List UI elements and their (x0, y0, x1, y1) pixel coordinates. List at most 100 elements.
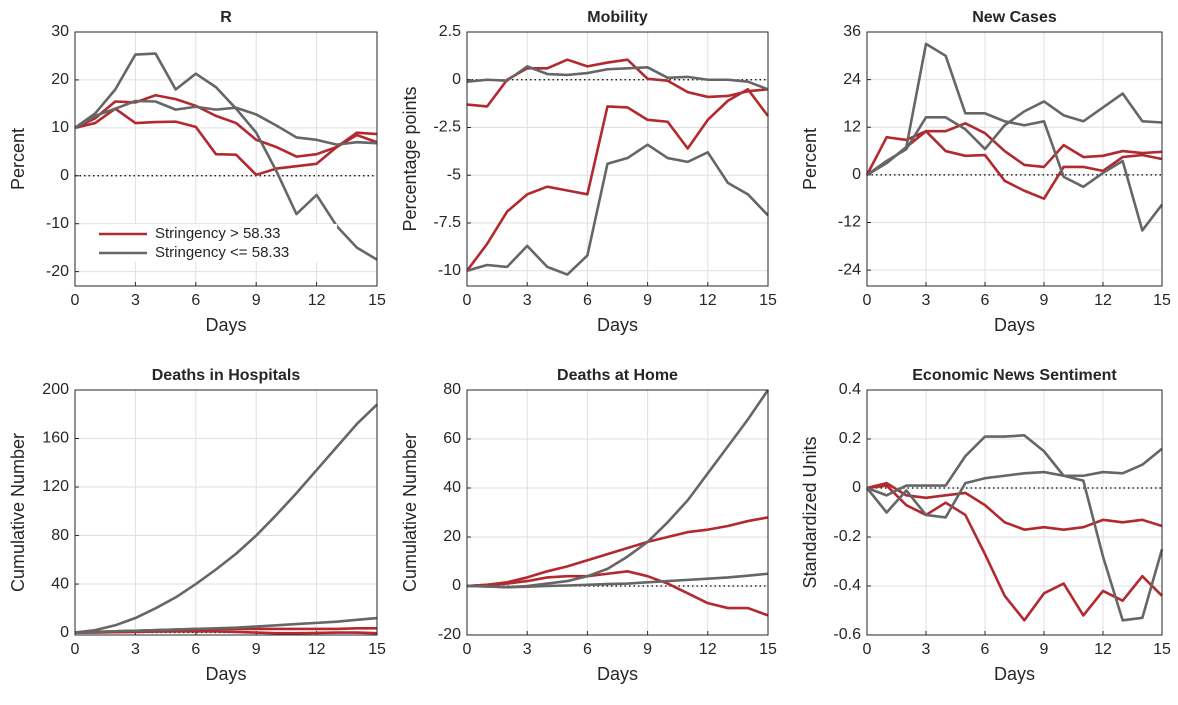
series-line (465, 87, 770, 272)
chart-title: R (220, 9, 232, 26)
x-tick-label: 15 (368, 641, 386, 658)
x-tick-label: 6 (583, 641, 592, 658)
y-tick-label: -0.4 (833, 577, 861, 594)
legend-box (95, 224, 337, 262)
series-line (466, 516, 769, 588)
series-line (866, 92, 1163, 176)
series-line (74, 93, 378, 158)
x-tick-label: 9 (643, 641, 652, 658)
series-line (466, 572, 769, 589)
x-tick-label: 12 (308, 292, 326, 309)
y-tick-label: -0.2 (833, 528, 861, 545)
axes-box (866, 389, 1163, 636)
x-tick-label: 3 (922, 641, 931, 658)
y-tick-label: 10 (51, 119, 69, 136)
y-tick-label: -5 (447, 166, 461, 183)
x-tick-label: 3 (131, 292, 140, 309)
y-tick-label: 40 (443, 479, 461, 496)
x-tick-label: 12 (699, 292, 717, 309)
y-tick-label: 0.2 (839, 430, 861, 447)
y-tick-label: -10 (438, 262, 461, 279)
chart-title: Economic News Sentiment (912, 367, 1117, 384)
y-tick-label: -24 (838, 261, 861, 278)
y-tick-label: 2.5 (439, 23, 461, 40)
y-tick-label: -20 (46, 263, 69, 280)
chart-title: Deaths at Home (557, 367, 678, 384)
y-tick-label: 12 (843, 118, 861, 135)
x-tick-label: 12 (308, 641, 326, 658)
axes-box (466, 31, 769, 287)
y-tick-label: 60 (443, 430, 461, 447)
y-axis-label: Standardized Units (800, 436, 820, 588)
y-tick-label: -2.5 (433, 119, 461, 136)
y-axis-label: Percent (8, 128, 28, 190)
y-tick-label: -20 (438, 626, 461, 643)
x-tick-label: 3 (523, 641, 532, 658)
axes-box (466, 389, 769, 636)
series-line (74, 403, 378, 634)
y-tick-label: 0.4 (839, 381, 861, 398)
x-tick-label: 9 (1040, 292, 1049, 309)
x-tick-label: 0 (71, 641, 80, 658)
plot-area (75, 390, 377, 635)
y-tick-label: 80 (51, 527, 69, 544)
x-axis-label: Days (205, 664, 246, 684)
x-tick-label: 3 (922, 292, 931, 309)
chart-title: Deaths in Hospitals (152, 367, 301, 384)
x-tick-label: 0 (463, 641, 472, 658)
chart-title: New Cases (972, 9, 1057, 26)
legend-label: Stringency <= 58.33 (155, 244, 289, 261)
y-tick-label: 0 (60, 624, 69, 641)
series-line (74, 616, 378, 634)
x-tick-label: 3 (131, 641, 140, 658)
series-line (865, 447, 1163, 519)
series-line (74, 52, 378, 261)
x-tick-label: 0 (71, 292, 80, 309)
y-tick-label: 24 (843, 71, 861, 88)
series-line (466, 65, 769, 91)
x-axis-label: Days (597, 664, 638, 684)
x-tick-label: 9 (1040, 641, 1049, 658)
y-axis-label: Percentage points (400, 86, 420, 231)
x-tick-label: 0 (463, 292, 472, 309)
plot-area (867, 390, 1162, 635)
series-line (866, 434, 1164, 622)
series-line (74, 107, 378, 177)
series-line (466, 143, 769, 276)
y-tick-label: 0 (452, 577, 461, 594)
y-tick-label: 160 (42, 430, 69, 447)
axes-box (866, 31, 1163, 287)
x-axis-label: Days (994, 664, 1035, 684)
x-axis-label: Days (205, 315, 246, 335)
y-tick-label: 0 (852, 166, 861, 183)
x-tick-label: 12 (1094, 641, 1112, 658)
y-tick-label: 20 (443, 528, 461, 545)
series-line (866, 42, 1164, 232)
x-axis-label: Days (597, 315, 638, 335)
series-line (866, 481, 1163, 531)
axes-box (74, 31, 378, 287)
plot-area (467, 32, 768, 286)
y-tick-label: 200 (42, 381, 69, 398)
y-tick-label: -0.6 (833, 626, 861, 643)
y-tick-label: 120 (42, 478, 69, 495)
x-tick-label: 15 (1153, 641, 1171, 658)
x-tick-label: 6 (981, 292, 990, 309)
legend-label: Stringency > 58.33 (155, 225, 281, 242)
x-axis-label: Days (994, 315, 1035, 335)
x-tick-label: 15 (759, 641, 777, 658)
x-tick-label: 6 (583, 292, 592, 309)
y-axis-label: Cumulative Number (400, 433, 420, 592)
y-tick-label: 36 (843, 23, 861, 40)
x-tick-label: 0 (863, 292, 872, 309)
x-tick-label: 6 (191, 292, 200, 309)
series-line (74, 99, 378, 146)
series-line (866, 129, 1163, 200)
x-tick-label: 9 (252, 641, 261, 658)
y-tick-label: 0 (60, 167, 69, 184)
x-tick-label: 15 (368, 292, 386, 309)
x-tick-label: 12 (1094, 292, 1112, 309)
plot-area (467, 390, 768, 635)
x-tick-label: 9 (252, 292, 261, 309)
